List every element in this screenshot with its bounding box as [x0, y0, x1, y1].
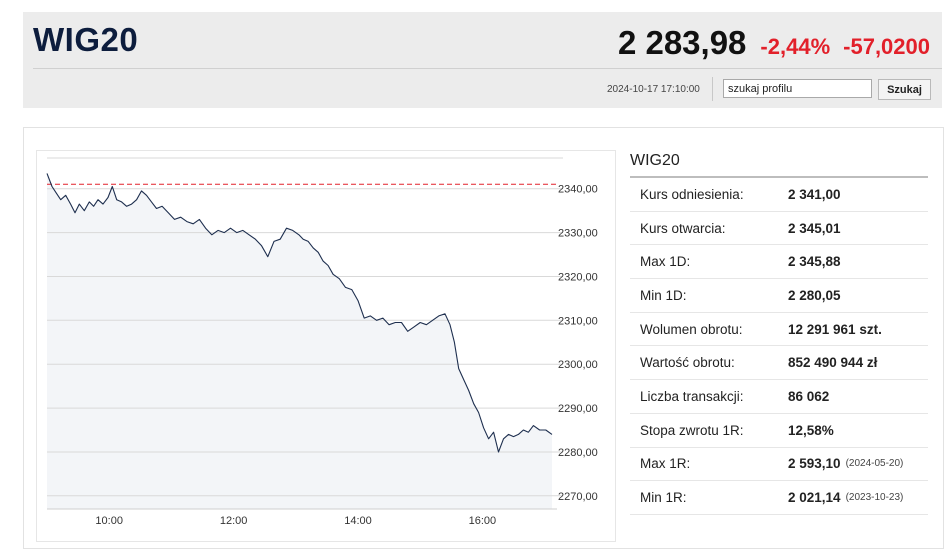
- header-divider: [33, 68, 942, 69]
- stats-table: WIG20 Kurs odniesienia: 2 341,00 Kurs otwa…: [630, 148, 928, 515]
- stats-value: 12 291 961 szt.: [788, 321, 882, 337]
- stats-label: Liczba transakcji:: [640, 388, 744, 404]
- stats-rows: Kurs odniesienia: 2 341,00 Kurs otwarcia: 2…: [630, 178, 928, 515]
- stats-row: Liczba transakcji: 86 062: [630, 380, 928, 414]
- price-line: [46, 173, 553, 453]
- stats-row: Wartość obrotu: 852 490 944 zł: [630, 346, 928, 381]
- x-tick-label: 12:00: [220, 515, 248, 527]
- header-vertical-divider: [712, 77, 713, 101]
- intraday-chart: 2340,00 2330,00 2320,00 2310,00 2300,00 2290,…: [36, 150, 616, 542]
- stats-row: Kurs otwarcia: 2 345,01: [630, 212, 928, 246]
- stats-label: Wartość obrotu:: [640, 355, 735, 371]
- last-price: 2 283,98: [617, 24, 747, 61]
- x-tick-label: 10:00: [95, 515, 123, 527]
- stats-label: Max 1R:: [640, 456, 691, 472]
- stats-value: 12,58%: [788, 422, 834, 438]
- stats-row: Kurs odniesienia: 2 341,00: [630, 178, 928, 212]
- stats-value: 852 490 944 zł: [788, 355, 878, 371]
- stats-row: Max 1R: 2 593,10 (2024-05-20): [630, 448, 928, 482]
- quote-header: WIG20 2 283,98 -2,44% -57,0200 2024-10-1…: [23, 12, 942, 108]
- stats-title: WIG20: [630, 148, 928, 178]
- intraday-chart-svg: 2340,00 2330,00 2320,00 2310,00 2300,00 2290,…: [46, 157, 598, 527]
- x-tick-label: 16:00: [469, 515, 497, 527]
- stats-row: Max 1D: 2 345,88: [630, 245, 928, 280]
- y-tick-label: 2270,00: [558, 491, 598, 503]
- stats-value: 2 345,01: [788, 220, 841, 236]
- stats-value: 2 345,88: [788, 254, 841, 270]
- price-block: 2 283,98 -2,44% -57,0200: [618, 24, 930, 62]
- search-profile-input[interactable]: [723, 79, 872, 98]
- y-tick-label: 2300,00: [558, 359, 598, 371]
- quote-timestamp: 2024-10-17 17:10:00: [607, 84, 700, 95]
- stats-label: Kurs odniesienia:: [640, 186, 744, 202]
- y-tick-label: 2280,00: [558, 447, 598, 459]
- y-tick-label: 2330,00: [558, 228, 598, 240]
- change-percent: -2,44%: [760, 34, 831, 59]
- stats-label: Kurs otwarcia:: [640, 220, 726, 236]
- y-tick-label: 2310,00: [558, 315, 598, 327]
- stats-date: (2023-10-23): [845, 492, 904, 504]
- y-tick-label: 2290,00: [558, 403, 598, 415]
- y-tick-label: 2320,00: [558, 272, 598, 284]
- stats-value: 2 341,00: [788, 186, 841, 202]
- stats-label: Max 1D:: [640, 254, 691, 270]
- stats-value: 2 593,10: [788, 456, 841, 472]
- stats-label: Min 1D:: [640, 287, 687, 303]
- price-area: [47, 173, 553, 509]
- stats-value: 2 021,14: [788, 490, 841, 506]
- stats-date: (2024-05-20): [845, 458, 904, 470]
- stats-value: 86 062: [788, 388, 830, 404]
- stats-row: Min 1D: 2 280,05: [630, 279, 928, 313]
- y-tick-label: 2340,00: [558, 184, 598, 196]
- stats-label: Wolumen obrotu:: [640, 321, 743, 337]
- change-absolute: -57,0200: [843, 34, 930, 59]
- stats-row: Min 1R: 2 021,14 (2023-10-23): [630, 481, 928, 515]
- stats-row: Stopa zwrotu 1R: 12,58%: [630, 414, 928, 448]
- stats-row: Wolumen obrotu: 12 291 961 szt.: [630, 313, 928, 347]
- stats-label: Stopa zwrotu 1R:: [640, 422, 744, 438]
- ticker-symbol: WIG20: [33, 21, 139, 58]
- x-tick-label: 14:00: [344, 515, 372, 527]
- search-button[interactable]: Szukaj: [878, 79, 931, 100]
- stats-label: Min 1R:: [640, 490, 687, 506]
- stats-value: 2 280,05: [788, 287, 841, 303]
